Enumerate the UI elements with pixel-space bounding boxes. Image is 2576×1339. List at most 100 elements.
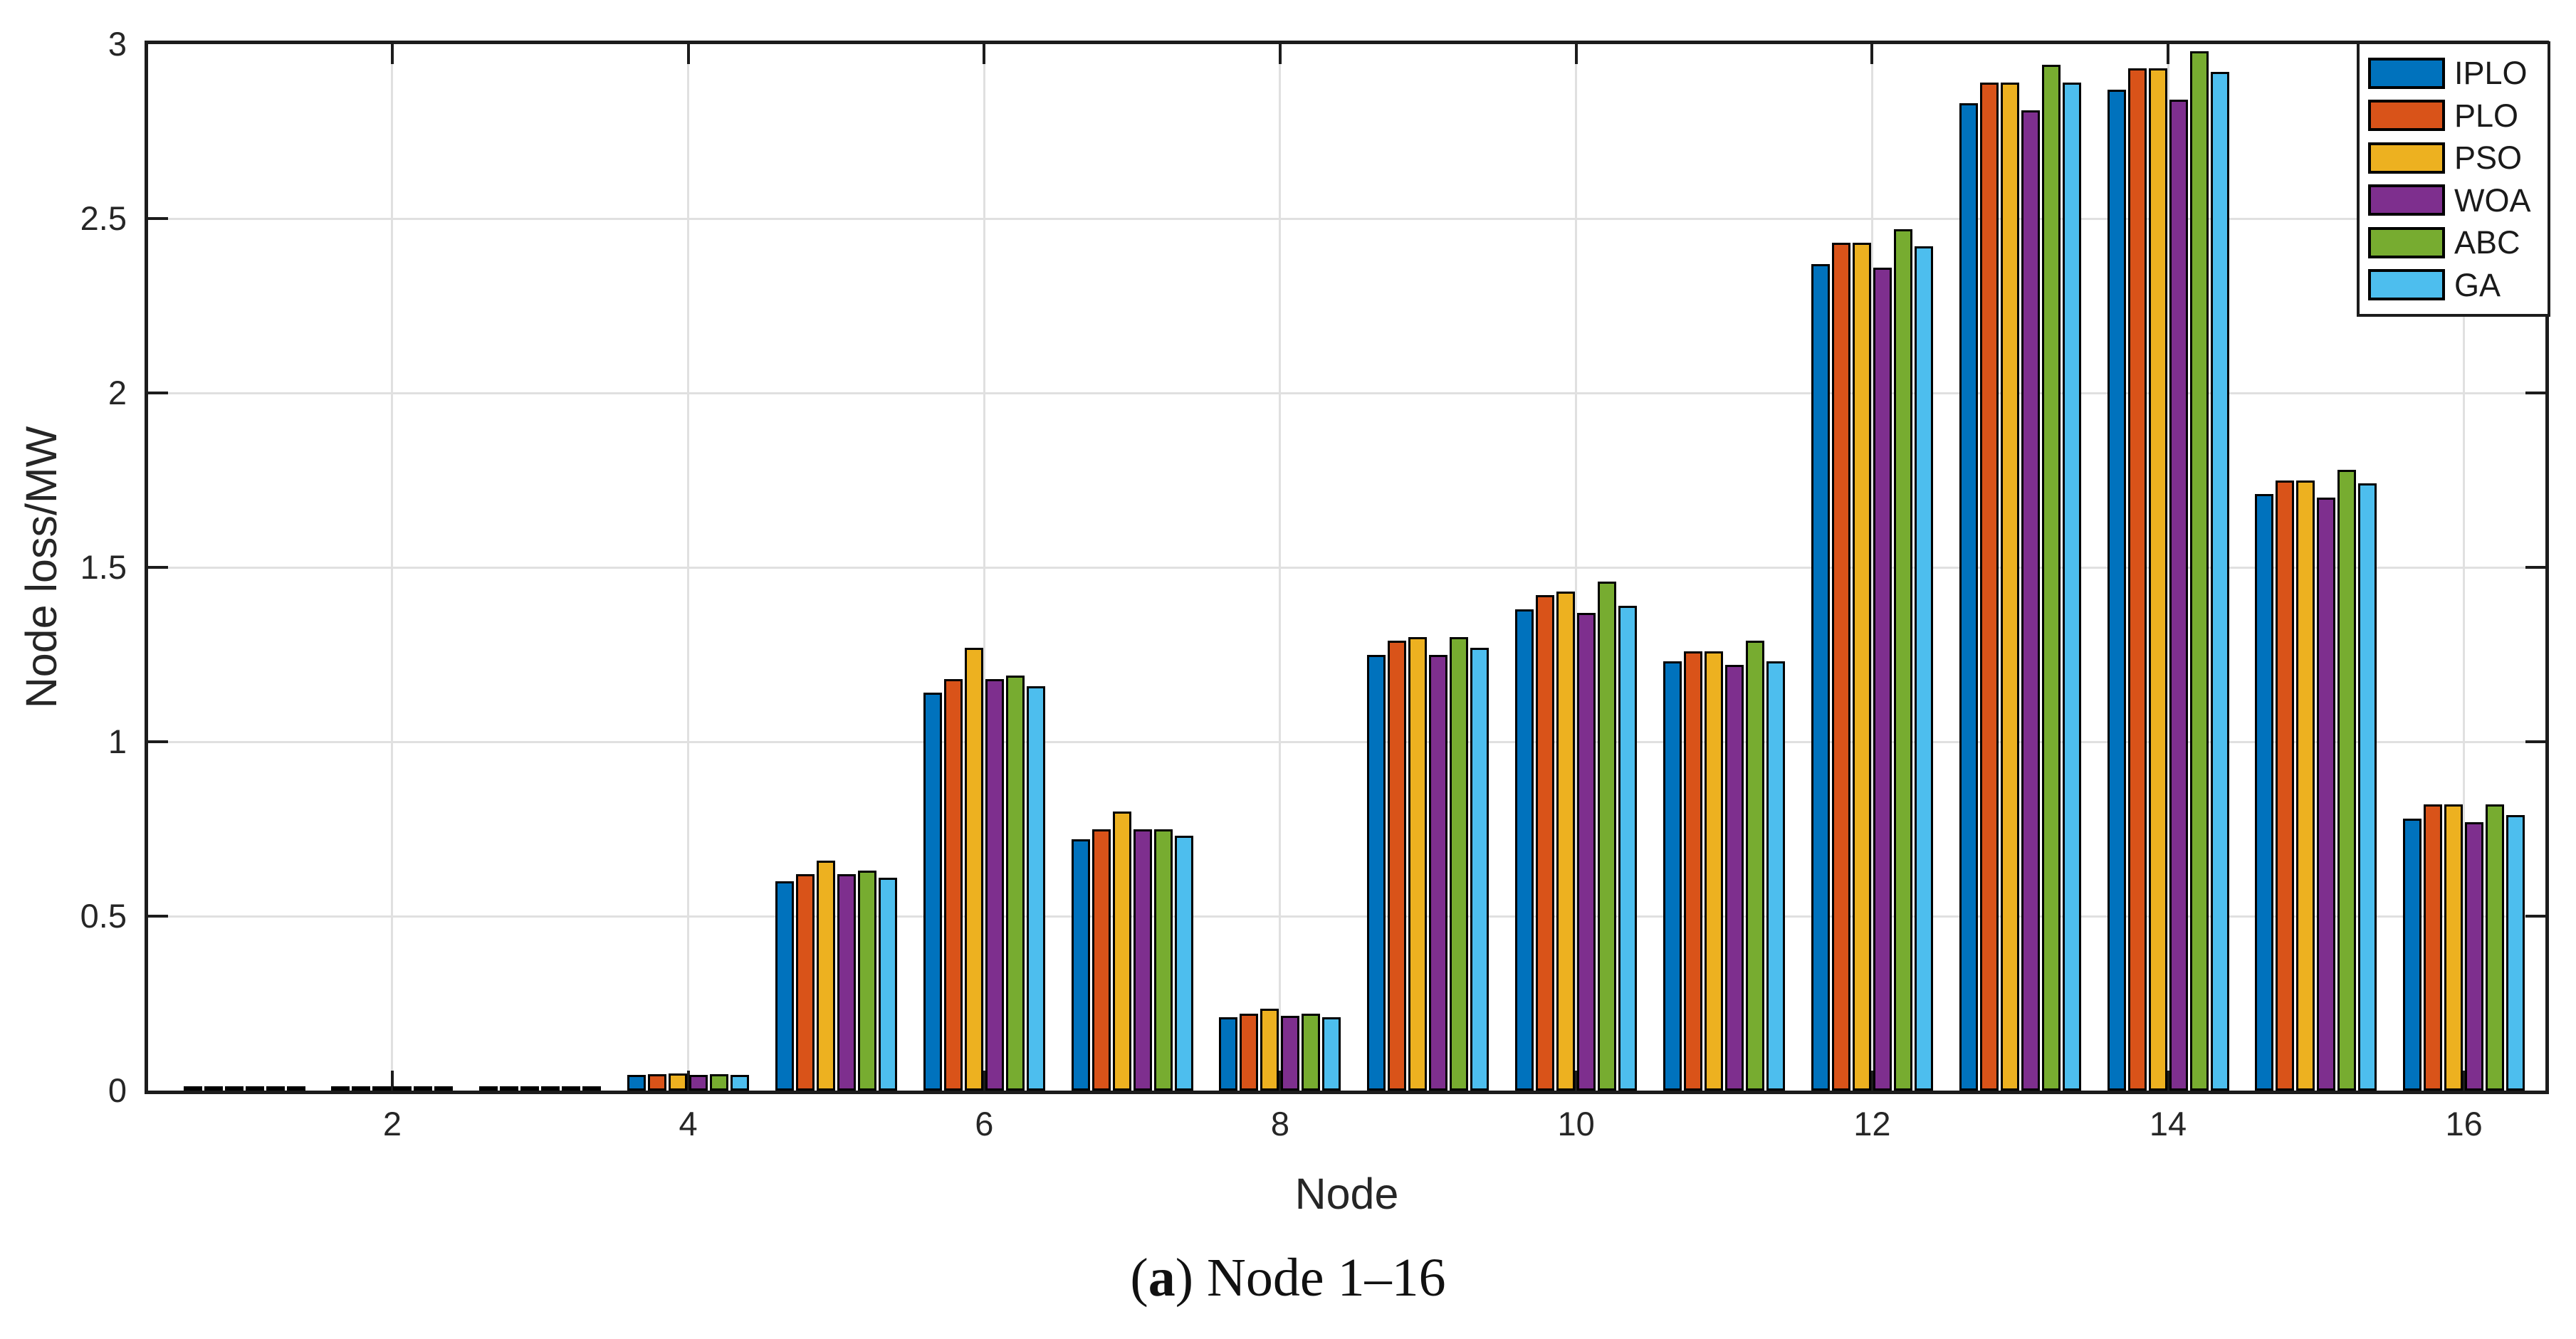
bar-node8-plo bbox=[1240, 1014, 1259, 1091]
x-tick-label-10: 10 bbox=[1557, 1105, 1595, 1143]
bar-node3-iplo bbox=[479, 1086, 498, 1091]
bar-node16-plo bbox=[2424, 804, 2443, 1091]
legend-label-woa: WOA bbox=[2454, 182, 2531, 219]
bar-node12-woa bbox=[1873, 267, 1892, 1091]
legend-item-woa: WOA bbox=[2360, 184, 2548, 216]
gridline-y-2.5 bbox=[148, 217, 2545, 220]
legend-item-pso: PSO bbox=[2360, 142, 2548, 174]
bar-node13-pso bbox=[2000, 82, 2019, 1091]
x-tick-top-14 bbox=[2167, 44, 2169, 64]
bar-node3-plo bbox=[500, 1086, 519, 1091]
bar-node6-woa bbox=[985, 678, 1004, 1091]
legend-label-ga: GA bbox=[2454, 266, 2501, 303]
y-tick-label-3: 3 bbox=[108, 25, 127, 63]
bar-node10-iplo bbox=[1515, 609, 1534, 1091]
x-tick-top-10 bbox=[1574, 44, 1578, 64]
bar-node5-woa bbox=[837, 874, 856, 1091]
gridline-x-4 bbox=[687, 44, 690, 1091]
bar-node9-plo bbox=[1388, 640, 1407, 1091]
x-tick-top-8 bbox=[1278, 44, 1282, 64]
bar-node3-abc bbox=[562, 1086, 581, 1091]
bar-node4-abc bbox=[710, 1074, 729, 1091]
gridline-x-16 bbox=[2463, 44, 2466, 1091]
bar-node6-pso bbox=[964, 647, 983, 1091]
bar-node10-abc bbox=[1598, 581, 1617, 1091]
x-tick-label-12: 12 bbox=[1853, 1105, 1891, 1143]
y-tick-left-2 bbox=[148, 392, 168, 394]
bar-node8-abc bbox=[1302, 1014, 1321, 1091]
bar-node9-woa bbox=[1429, 654, 1448, 1091]
bar-node9-abc bbox=[1450, 637, 1469, 1091]
y-tick-label-1.5: 1.5 bbox=[80, 548, 127, 586]
y-tick-left-0.5 bbox=[148, 915, 168, 918]
bar-node14-pso bbox=[2148, 68, 2167, 1091]
bar-node2-pso bbox=[372, 1086, 392, 1091]
bar-node12-pso bbox=[1852, 243, 1871, 1091]
x-tick-bottom-16 bbox=[2462, 1071, 2466, 1091]
legend-item-iplo: IPLO bbox=[2360, 57, 2548, 89]
bar-node6-ga bbox=[1026, 686, 1045, 1091]
bar-node7-pso bbox=[1112, 812, 1131, 1091]
y-tick-label-1: 1 bbox=[108, 723, 127, 760]
bar-node1-plo bbox=[204, 1086, 223, 1091]
gridline-x-6 bbox=[983, 44, 985, 1091]
bar-node11-plo bbox=[1683, 651, 1702, 1091]
bar-node5-iplo bbox=[775, 881, 794, 1091]
bar-node13-ga bbox=[2062, 82, 2081, 1091]
bar-node7-abc bbox=[1153, 829, 1173, 1091]
plot-area bbox=[145, 41, 2549, 1094]
bar-node2-woa bbox=[393, 1086, 412, 1091]
bar-node9-pso bbox=[1408, 637, 1428, 1091]
bar-node5-plo bbox=[795, 874, 815, 1091]
legend-label-iplo: IPLO bbox=[2454, 55, 2528, 92]
bar-node11-pso bbox=[1704, 651, 1723, 1091]
bar-node7-ga bbox=[1174, 836, 1193, 1091]
x-tick-bottom-4 bbox=[686, 1071, 690, 1091]
bar-node15-plo bbox=[2276, 480, 2295, 1091]
x-tick-top-12 bbox=[1870, 44, 1874, 64]
bar-node8-ga bbox=[1322, 1017, 1341, 1091]
bar-node10-pso bbox=[1556, 592, 1576, 1091]
gridline-y-1 bbox=[148, 740, 2545, 743]
bar-node10-woa bbox=[1577, 612, 1596, 1091]
x-tick-top-4 bbox=[686, 44, 690, 64]
gridline-y-0.5 bbox=[148, 915, 2545, 918]
bar-node16-abc bbox=[2486, 804, 2505, 1091]
y-tick-right-1 bbox=[2525, 740, 2545, 743]
x-tick-top-2 bbox=[390, 44, 394, 64]
bar-node14-ga bbox=[2210, 72, 2229, 1091]
bar-node15-woa bbox=[2317, 498, 2336, 1091]
bar-node4-woa bbox=[689, 1075, 708, 1091]
bar-node2-abc bbox=[414, 1086, 433, 1091]
bar-node4-ga bbox=[731, 1075, 750, 1091]
bar-node12-plo bbox=[1831, 243, 1850, 1091]
bar-node1-abc bbox=[266, 1086, 285, 1091]
bar-node5-abc bbox=[857, 871, 876, 1091]
bar-node14-plo bbox=[2127, 68, 2147, 1091]
x-tick-bottom-10 bbox=[1574, 1071, 1578, 1091]
bar-node16-pso bbox=[2444, 804, 2464, 1091]
x-tick-bottom-6 bbox=[983, 1071, 986, 1091]
y-tick-left-1 bbox=[148, 740, 168, 743]
bar-node10-plo bbox=[1536, 595, 1555, 1091]
bar-node15-abc bbox=[2337, 469, 2357, 1091]
x-axis-label: Node bbox=[1294, 1170, 1399, 1218]
bar-node12-ga bbox=[1914, 246, 1933, 1091]
bar-node14-abc bbox=[2189, 51, 2209, 1091]
bar-node8-woa bbox=[1281, 1015, 1300, 1091]
bar-node2-iplo bbox=[331, 1086, 350, 1091]
bar-node3-pso bbox=[520, 1086, 540, 1091]
bar-node12-iplo bbox=[1811, 263, 1830, 1091]
bar-node1-ga bbox=[286, 1086, 305, 1091]
y-tick-right-0.5 bbox=[2525, 915, 2545, 918]
x-tick-label-14: 14 bbox=[2149, 1105, 2187, 1143]
bar-node3-ga bbox=[582, 1086, 602, 1091]
bar-node15-pso bbox=[2296, 480, 2315, 1091]
x-tick-label-6: 6 bbox=[975, 1105, 994, 1143]
y-tick-label-0.5: 0.5 bbox=[80, 897, 127, 935]
bar-node1-pso bbox=[224, 1086, 244, 1091]
x-tick-label-2: 2 bbox=[382, 1105, 402, 1143]
bar-node5-pso bbox=[816, 860, 835, 1091]
x-tick-label-8: 8 bbox=[1270, 1105, 1290, 1143]
